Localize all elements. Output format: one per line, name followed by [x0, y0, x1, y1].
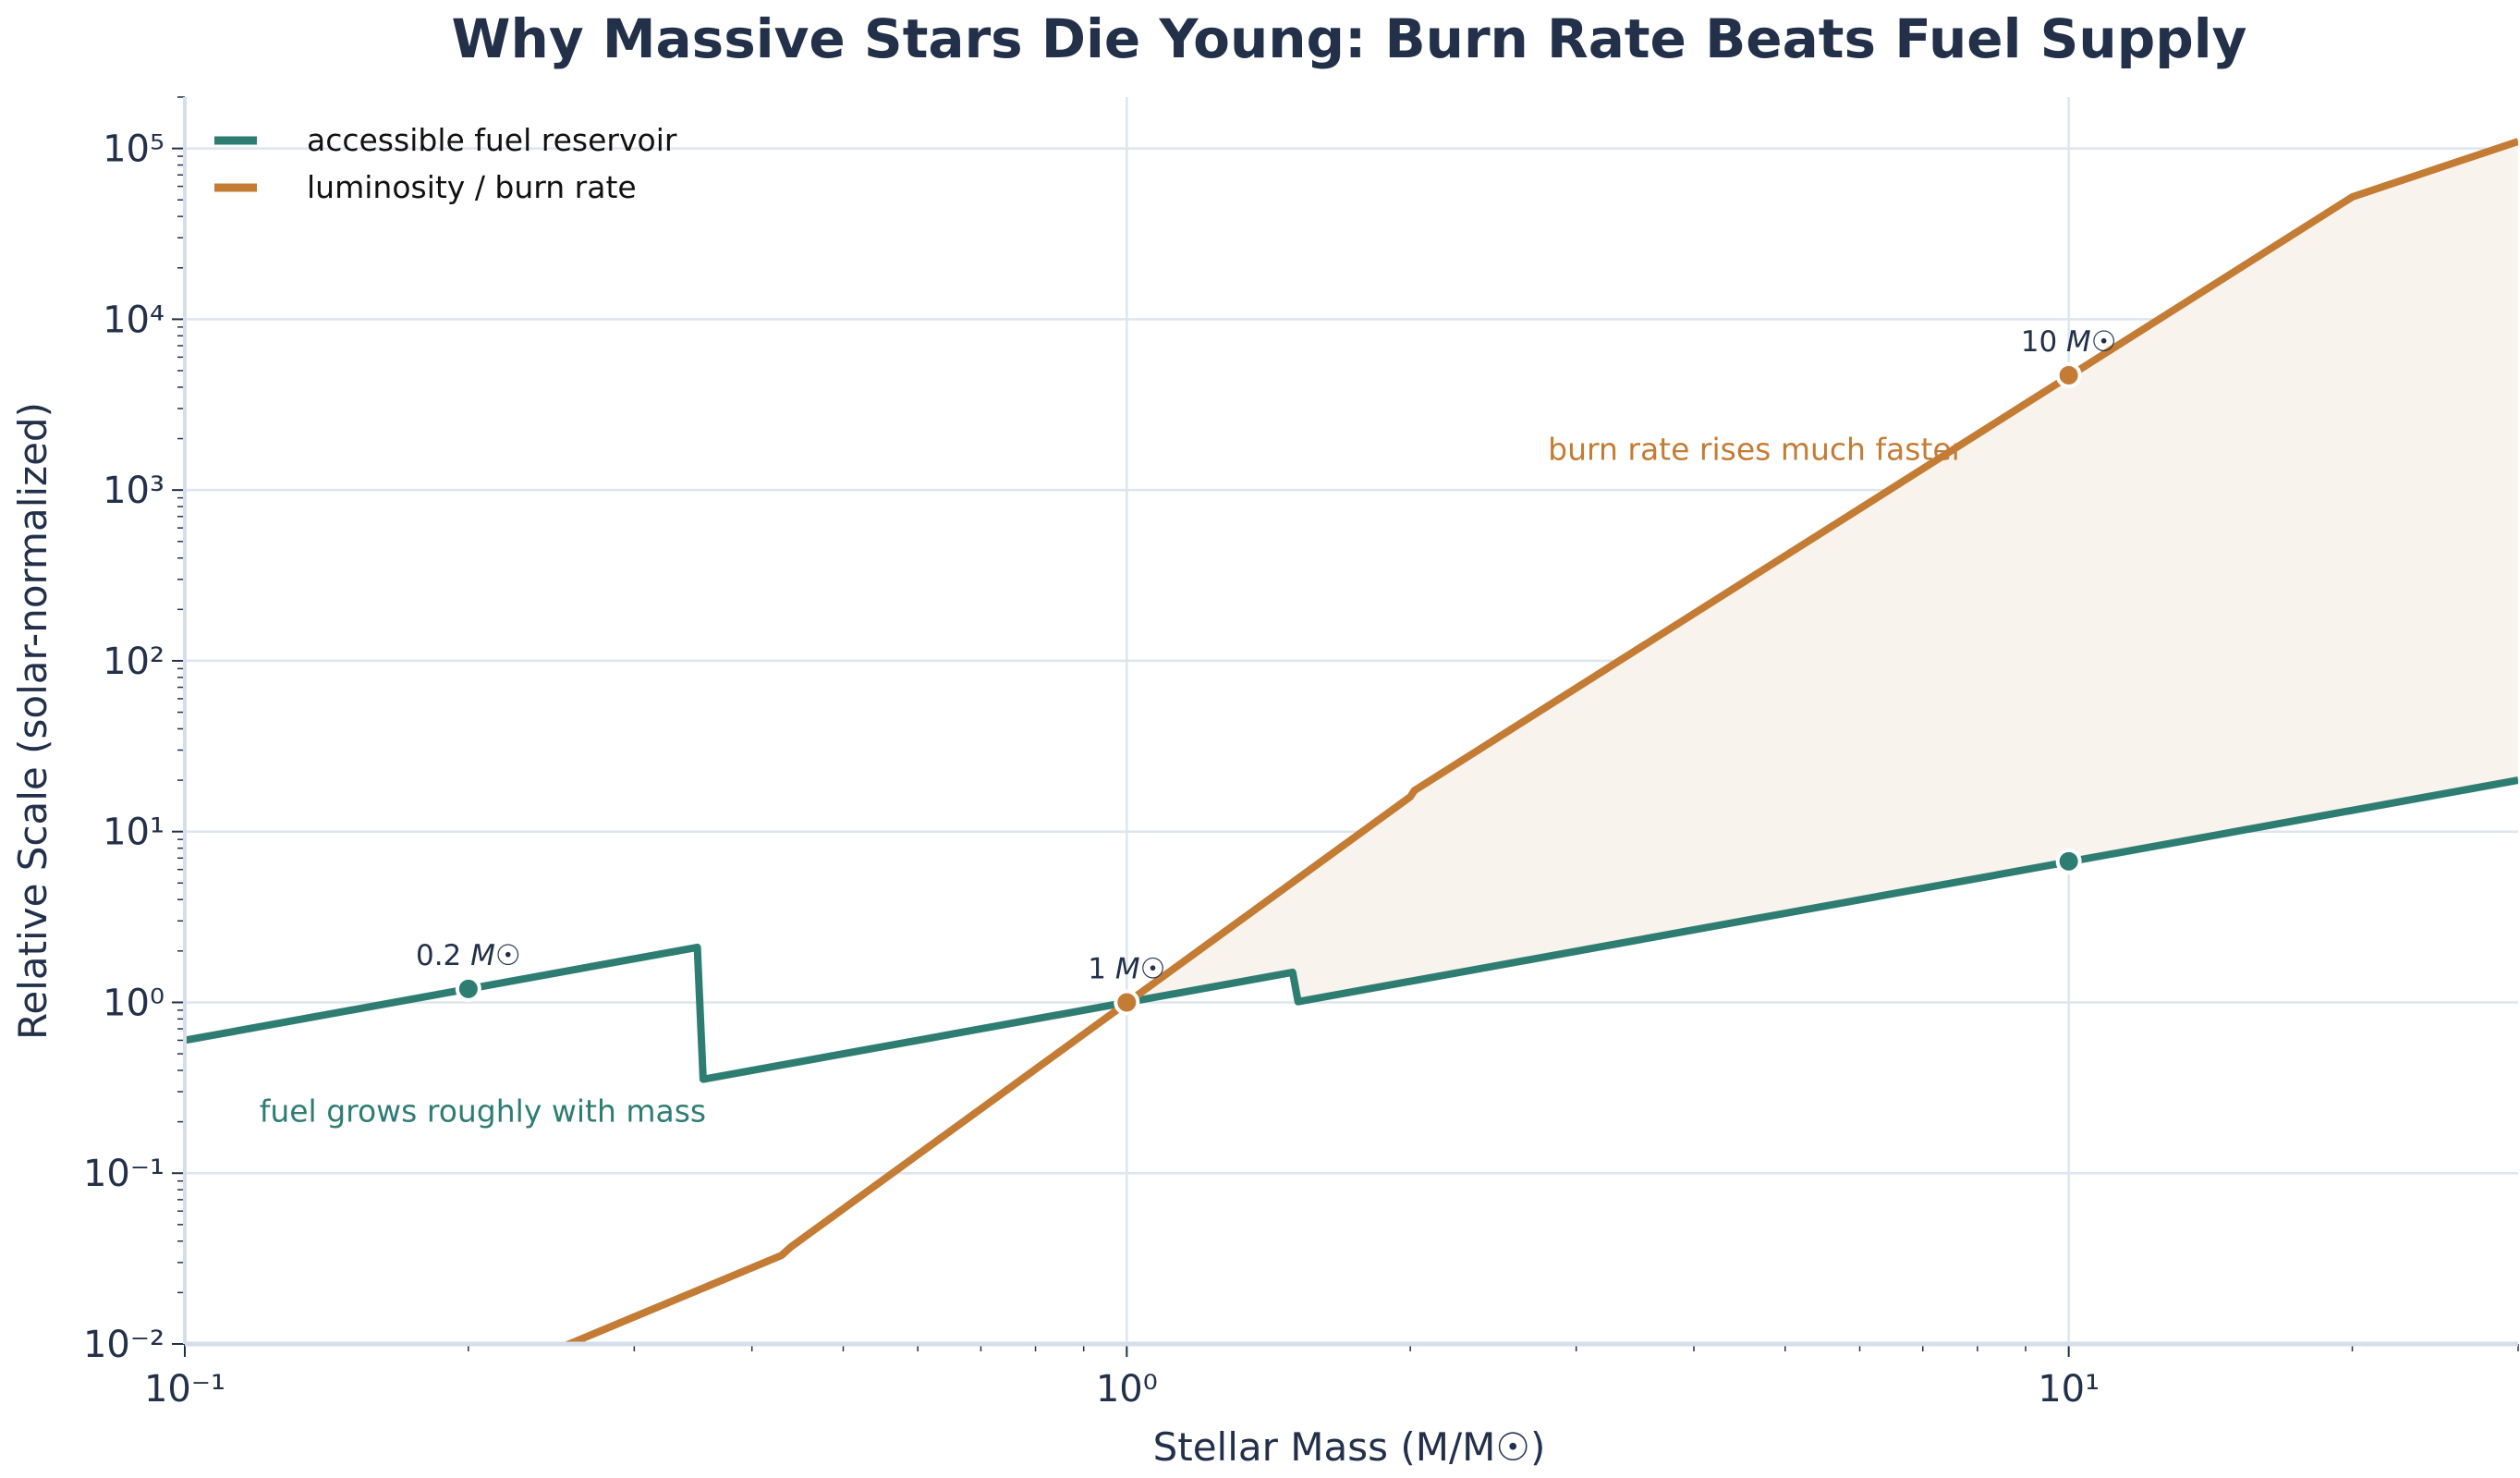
data-point-marker	[2055, 848, 2082, 874]
annotation-text: fuel grows roughly with mass	[260, 1093, 706, 1130]
data-point-marker	[2055, 361, 2082, 388]
y-tick-label: 10⁴	[103, 299, 164, 341]
data-point-label: 10 M☉	[2021, 325, 2117, 359]
fuel-reservoir-line	[185, 776, 2518, 1083]
x-tick-label: 10¹	[2038, 1368, 2100, 1411]
y-tick-label: 10²	[103, 641, 164, 683]
y-axis-label: Relative Scale (solar-normalized)	[10, 402, 55, 1040]
legend-label: accessible fuel reservoir	[307, 122, 677, 158]
series-lines	[185, 138, 2518, 1344]
luminosity-line	[559, 138, 2518, 1344]
annotations: fuel grows roughly with mass burn rate ri…	[260, 432, 1965, 1130]
y-tick-label: 10⁻²	[83, 1324, 164, 1366]
data-point-label: 0.2 M☉	[416, 939, 521, 972]
y-tick-label: 10¹	[103, 812, 164, 854]
x-tick-label: 10⁰	[1096, 1368, 1158, 1411]
markers: 0.2 M☉ 1 M☉ 10 M☉	[416, 325, 2117, 1016]
y-tick-label: 10³	[103, 470, 164, 512]
legend: accessible fuel reservoir luminosity / bu…	[214, 122, 677, 205]
x-axis-label: Stellar Mass (M/M☉)	[1153, 1424, 1546, 1470]
y-tick-label: 10⁰	[103, 982, 164, 1024]
y-tick-label: 10⁻¹	[83, 1153, 164, 1195]
shaded-gap-region	[1126, 141, 2518, 1003]
legend-label: luminosity / burn rate	[307, 169, 637, 205]
y-tick-label: 10⁵	[103, 128, 164, 171]
data-point-label: 1 M☉	[1088, 952, 1165, 985]
annotation-text: burn rate rises much faster	[1548, 432, 1965, 468]
data-point-marker	[455, 975, 481, 1002]
data-point-marker	[1114, 989, 1140, 1016]
chart-title: Why Massive Stars Die Young: Burn Rate B…	[452, 7, 2247, 70]
x-tick-label: 10⁻¹	[144, 1368, 225, 1411]
